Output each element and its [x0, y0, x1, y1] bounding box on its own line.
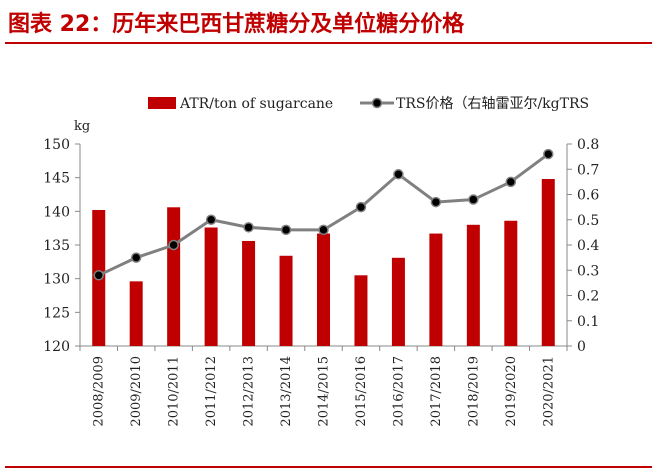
- trs-price-point: [468, 194, 479, 205]
- right-tick-label: 0.7: [577, 162, 599, 178]
- bar: [279, 255, 293, 346]
- left-tick-label: 145: [43, 171, 70, 187]
- bar: [204, 227, 218, 346]
- trs-price-point: [130, 252, 142, 263]
- x-tick-label: 2014/2015: [317, 356, 332, 427]
- bar: [429, 233, 443, 346]
- bar: [242, 240, 256, 346]
- x-tick-label: 2013/2014: [279, 356, 294, 427]
- trs-price-point: [93, 270, 104, 281]
- right-tick-label: 0.5: [577, 213, 599, 229]
- x-tick-label: 2010/2011: [167, 356, 182, 427]
- title-rule: [5, 42, 652, 44]
- right-tick-label: 0.3: [577, 263, 599, 279]
- bar: [391, 257, 405, 346]
- bar: [167, 207, 181, 346]
- legend-bar-label: ATR/ton of sugarcane: [179, 96, 333, 112]
- trs-price-point: [543, 148, 554, 160]
- left-tick-label: 140: [43, 204, 70, 220]
- right-tick-label: 0.1: [577, 314, 599, 330]
- x-tick-label: 2018/2019: [466, 356, 481, 427]
- bar: [354, 275, 368, 346]
- trs-price-point: [168, 239, 179, 251]
- legend-bar-swatch: [148, 97, 176, 109]
- x-tick-label: 2008/2009: [92, 356, 107, 427]
- x-tick-label: 2009/2010: [129, 356, 144, 427]
- trs-price-point: [430, 196, 442, 208]
- trs-price-point: [355, 201, 367, 213]
- legend-line-label: TRS价格（右轴雷亚尔/kgTRS: [396, 96, 589, 112]
- legend-line-marker: [371, 97, 383, 109]
- bar: [541, 179, 555, 346]
- trs-price-point: [505, 176, 517, 188]
- trs-price-point: [393, 169, 404, 180]
- right-tick-label: 0.6: [577, 188, 599, 204]
- right-tick-label: 0.4: [577, 238, 599, 254]
- left-tick-label: 130: [43, 272, 70, 288]
- right-tick-label: 0: [577, 339, 586, 355]
- trs-price-point: [318, 224, 329, 236]
- left-tick-label: 135: [43, 238, 70, 254]
- bar: [317, 233, 330, 346]
- y-axis-label: kg: [74, 119, 90, 134]
- bar: [466, 224, 480, 346]
- legend: ATR/ton of sugarcane TRS价格（右轴雷亚尔/kgTRS: [148, 96, 589, 112]
- x-tick-label: 2015/2016: [354, 356, 369, 427]
- left-tick-label: 150: [43, 137, 70, 153]
- right-tick-label: 0.2: [577, 289, 599, 305]
- x-tick-label: 2011/2012: [204, 356, 219, 427]
- trs-price-point: [243, 222, 254, 233]
- trs-price-point: [280, 224, 292, 236]
- x-tick-label: 2020/2021: [541, 356, 556, 427]
- x-tick-label: 2016/2017: [391, 356, 406, 427]
- chart-title: 图表 22：历年来巴西甘蔗糖分及单位糖分价格: [8, 12, 465, 37]
- x-tick-label: 2019/2020: [504, 356, 519, 427]
- trs-price-point: [205, 214, 217, 225]
- bottom-rule: [5, 466, 652, 468]
- x-tick-label: 2017/2018: [429, 356, 444, 427]
- right-tick-label: 0.8: [577, 137, 599, 153]
- left-tick-label: 125: [43, 305, 70, 321]
- bar: [129, 281, 143, 346]
- bar: [504, 220, 518, 346]
- x-tick-label: 2012/2013: [242, 356, 257, 427]
- left-tick-label: 120: [43, 339, 70, 355]
